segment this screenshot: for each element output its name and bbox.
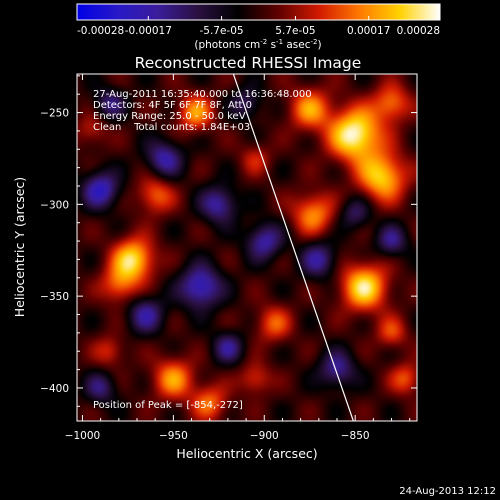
y-tick-label: −250 xyxy=(40,108,69,120)
y-tick-label: −300 xyxy=(40,199,69,211)
time-range-annotation: 27-Aug-2011 16:35:40.000 to 16:36:48.000 xyxy=(93,89,312,100)
observation-info: 27-Aug-2011 16:35:40.000 to 16:36:48.000… xyxy=(93,89,312,411)
y-tick-label: −400 xyxy=(40,383,69,395)
detectors-annotation: Detectors: 4F 5F 6F 7F 8F, Att 0 xyxy=(93,100,252,111)
colorbar-tick-label: 5.7e-05 xyxy=(275,25,315,37)
chart-title: Reconstructed RHESSI Image xyxy=(135,54,362,72)
colorbar-tick-label: 0.00017 xyxy=(347,25,390,37)
colorbar-strip xyxy=(76,3,441,21)
colorbar-tick-label: -5.7e-05 xyxy=(199,25,243,37)
x-tick-label: −850 xyxy=(341,430,370,442)
x-axis-title: Heliocentric X (arcsec) xyxy=(176,446,317,461)
solar-limb-line xyxy=(232,74,354,421)
colorbar-units-label: (photons cm-2 s-1 asec-2) xyxy=(194,38,321,51)
colorbar-ticks: -0.00028 -0.00017 -5.7e-05 5.7e-05 0.00017 0.… xyxy=(76,16,441,37)
peak-position-annotation: Position of Peak = [-854,-272] xyxy=(93,400,243,411)
heatmap-image xyxy=(77,74,417,421)
footer-date: 24-Aug-2013 12:12 xyxy=(399,486,496,497)
colorbar: -0.00028 -0.00017 -5.7e-05 5.7e-05 0.00017 0.… xyxy=(76,3,441,51)
x-tick-label: −900 xyxy=(250,430,279,442)
clean-counts-annotation: Clean Total counts: 1.84E+03 xyxy=(93,122,250,133)
y-tick-label: −350 xyxy=(40,291,69,303)
y-axis-ticks: −250 −300 −350 −400 xyxy=(40,75,417,407)
x-tick-label: −1000 xyxy=(65,430,101,442)
x-axis-ticks: −1000 −950 −900 −850 xyxy=(65,74,411,442)
colorbar-tick-label: -0.00028 xyxy=(77,25,124,37)
colorbar-tick-label: 0.00028 xyxy=(397,25,440,37)
x-tick-label: −950 xyxy=(159,430,188,442)
colorbar-tick-label: -0.00017 xyxy=(125,25,172,37)
energy-range-annotation: Energy Range: 25.0 - 50.0 keV xyxy=(93,111,246,122)
plot-area: −1000 −950 −900 −850 −250 −300 −350 −400 xyxy=(40,73,418,442)
plot-frame xyxy=(76,73,418,422)
y-axis-title: Heliocentric Y (arcsec) xyxy=(12,177,27,317)
